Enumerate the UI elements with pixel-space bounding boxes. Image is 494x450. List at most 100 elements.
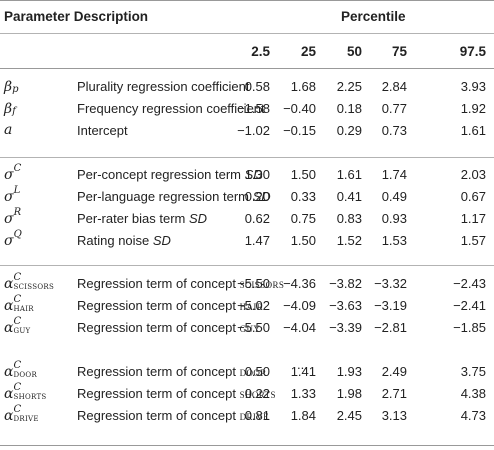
header-col-25: 25 <box>300 44 316 59</box>
parameter-description: Regression term of concept drive <box>77 408 269 424</box>
cell-value: 1.61 <box>460 123 486 138</box>
group-rule-2 <box>0 265 494 266</box>
cell-value: 1.30 <box>244 167 270 182</box>
cell-value: 0.83 <box>336 211 362 226</box>
percentile-underline <box>0 33 494 34</box>
symbol-base: α <box>4 408 14 424</box>
cell-value: −1.58 <box>237 101 270 116</box>
cell-value: 0.20 <box>244 189 270 204</box>
cell-value: 0.18 <box>336 101 362 116</box>
cell-value: −2.41 <box>453 298 486 313</box>
symbol-subscript: hair <box>13 303 34 314</box>
symbol-subscript: guy <box>13 325 31 336</box>
cell-value: 1.33 <box>290 386 316 401</box>
symbol-base: α <box>4 298 14 314</box>
cell-value: 0.58 <box>244 79 270 94</box>
symbol-superscript: L <box>13 185 21 196</box>
cell-value: −4.36 <box>283 276 316 291</box>
parameter-description: Regression term of concept door <box>77 364 267 380</box>
symbol-superscript: R <box>13 207 22 218</box>
cell-value: 4.73 <box>460 408 486 423</box>
cell-value: −0.40 <box>283 101 316 116</box>
parameter-description: Per-concept regression term SD <box>77 167 263 183</box>
cell-value: 3.13 <box>381 408 407 423</box>
parameter-symbol: a <box>4 122 12 138</box>
symbol-base: β <box>4 79 13 95</box>
cell-value: 0.67 <box>460 189 486 204</box>
cell-value: −3.32 <box>374 276 407 291</box>
cell-value: 1.92 <box>460 101 486 116</box>
symbol-base: a <box>4 122 13 138</box>
cell-value: −2.43 <box>453 276 486 291</box>
symbol-base: α <box>4 276 14 292</box>
header-col-97-5: 97.5 <box>459 44 486 59</box>
parameter-description: Plurality regression coefficient <box>77 79 249 95</box>
top-rule <box>0 0 494 1</box>
symbol-base: σ <box>4 211 14 227</box>
description-text: Rating noise <box>77 233 153 248</box>
header-col-2-5: 2.5 <box>251 44 270 59</box>
description-emphasis: SD <box>152 233 171 248</box>
cell-value: 1.50 <box>290 233 316 248</box>
symbol-superscript: C <box>13 404 22 415</box>
cell-value: 0.50 <box>244 364 270 379</box>
cell-value: −5.02 <box>237 298 270 313</box>
symbol-base: α <box>4 364 14 380</box>
cell-value: 1.41 <box>290 364 316 379</box>
symbol-superscript: C <box>13 272 22 283</box>
parameter-description: Per-rater bias term SD <box>77 211 207 227</box>
parameter-description: Regression term of concept scissors <box>77 276 284 292</box>
description-text: Frequency regression coefficient <box>77 101 265 116</box>
description-text: Regression term of concept <box>77 364 240 379</box>
cell-value: 0.73 <box>381 123 407 138</box>
parameter-description: Regression term of concept guy <box>77 320 260 336</box>
parameter-description: Rating noise SD <box>77 233 171 249</box>
cell-value: 0.29 <box>336 123 362 138</box>
description-text: Per-rater bias term <box>77 211 189 226</box>
cell-value: −3.39 <box>329 320 362 335</box>
cell-value: 0.33 <box>290 189 316 204</box>
cell-value: 1.68 <box>290 79 316 94</box>
description-text: Regression term of concept <box>77 298 240 313</box>
cell-value: 3.75 <box>460 364 486 379</box>
cell-value: −1.85 <box>453 320 486 335</box>
parameter-description: Intercept <box>77 123 128 139</box>
cell-value: 2.03 <box>460 167 486 182</box>
parameter-description: Regression term of concept shorts <box>77 386 276 402</box>
cell-value: 2.71 <box>381 386 407 401</box>
cell-value: 1.74 <box>381 167 407 182</box>
description-emphasis: SD <box>244 167 263 182</box>
description-text: Regression term of concept <box>77 386 240 401</box>
parameter-symbol: β p <box>4 78 19 96</box>
description-emphasis: SD <box>252 189 271 204</box>
cell-value: 2.45 <box>336 408 362 423</box>
cell-value: 1.47 <box>244 233 270 248</box>
cell-value: 0.62 <box>244 211 270 226</box>
symbol-superscript: C <box>13 316 22 327</box>
group-rule-1 <box>0 157 494 158</box>
symbol-superscript: C <box>13 163 22 174</box>
bottom-rule <box>0 445 494 446</box>
header-col-75: 75 <box>391 44 407 59</box>
symbol-base: σ <box>4 233 14 249</box>
symbol-subscript: drive <box>13 413 39 424</box>
description-text: Per-language regression term <box>77 189 253 204</box>
cell-value: 0.22 <box>244 386 270 401</box>
cell-value: 0.77 <box>381 101 407 116</box>
description-text: Plurality regression coefficient <box>77 79 250 94</box>
cell-value: −5.50 <box>237 320 270 335</box>
description-text: Regression term of concept <box>77 320 240 335</box>
parameter-symbol: β f <box>4 100 16 118</box>
cell-value: 1.17 <box>460 211 486 226</box>
header-col-50: 50 <box>346 44 362 59</box>
symbol-subscript: door <box>13 369 38 380</box>
parameter-description: Per-language regression term SD <box>77 189 271 205</box>
symbol-subscript: p <box>12 84 19 95</box>
description-emphasis: SD <box>188 211 208 226</box>
